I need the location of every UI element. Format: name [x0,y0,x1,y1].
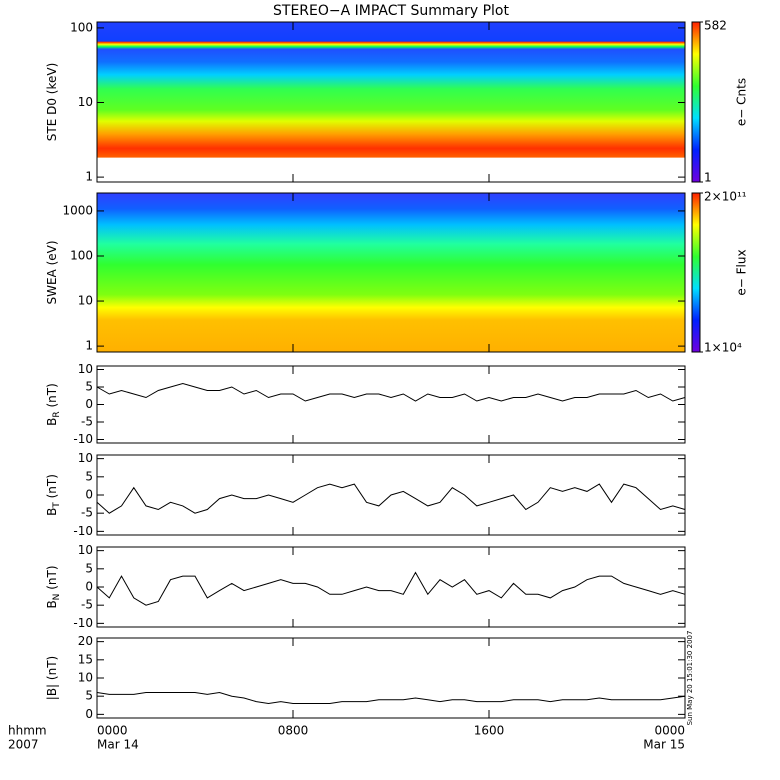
colorbar-tick-label: 1 [704,171,712,185]
colorbar [691,192,701,353]
y-axis-label-main: B [45,508,59,516]
y-axis-label-main: |B| (nT) [45,656,59,700]
y-tick-label: 0 [85,397,93,411]
y-axis-label-sub: T [52,502,62,509]
y-tick-label: 15 [78,652,93,666]
y-axis-label: BN (nT) [45,565,62,608]
y-tick-label: 0 [85,488,93,502]
y-tick-label: 100 [70,248,93,262]
y-tick-label: -10 [73,616,93,630]
date-label: Mar 15 [643,738,685,752]
y-tick-label: 1 [85,339,93,353]
y-axis-label-main: B [45,418,59,426]
y-tick-label: -10 [73,432,93,446]
y-tick-label: 1000 [62,203,93,217]
x-header: 2007 [8,738,39,752]
y-axis-label-main: B [45,600,59,608]
y-axis-label-sub: N [52,594,62,601]
panel-frame [96,637,686,719]
x-header: hhmm [8,724,47,738]
y-axis-label-main: STE D0 (keV) [45,63,59,142]
panel-frame [96,192,686,353]
panel-frame [96,365,686,444]
colorbar-label: e− Flux [735,249,749,295]
y-axis-label-unit: (nT) [45,565,59,593]
y-tick-label: 10 [78,451,93,465]
y-axis-label-unit: (nT) [45,383,59,411]
y-tick-label: 10 [78,294,93,308]
y-tick-label: 0 [85,707,93,721]
y-tick-label: -5 [81,415,93,429]
y-axis-label: SWEA (eV) [45,240,59,304]
y-axis-label-main: SWEA (eV) [45,240,59,304]
y-tick-label: 5 [85,380,93,394]
y-tick-label: 1 [85,170,93,184]
colorbar-tick-label: 1×10⁴ [704,341,742,355]
colorbar [691,21,701,183]
y-tick-label: -5 [81,598,93,612]
y-axis-label: BT (nT) [45,474,62,516]
spectrogram [97,193,685,352]
panel-frame [96,21,686,183]
y-tick-label: 100 [70,20,93,34]
timestamp: Sun May 20 15:01:30 2007 [686,631,694,726]
y-axis-label-unit: (nT) [45,474,59,502]
y-axis-label: STE D0 (keV) [45,63,59,142]
x-tick-label: 0000 [654,724,685,738]
y-tick-label: 5 [85,561,93,575]
y-tick-label: 10 [78,671,93,685]
y-tick-label: 10 [78,362,93,376]
panel-frame [96,546,686,628]
trace [96,382,686,402]
x-tick-label: 1600 [474,724,505,738]
date-label: Mar 14 [97,738,139,752]
y-tick-label: -5 [81,506,93,520]
y-tick-label: -10 [73,524,93,538]
x-tick-label: 0800 [278,724,309,738]
y-tick-label: 5 [85,469,93,483]
y-axis-label-sub: R [52,411,62,417]
y-axis-label: |B| (nT) [45,656,59,700]
y-tick-label: 10 [78,95,93,109]
trace [96,483,686,514]
spectrogram [97,22,685,182]
trace [96,571,686,606]
colorbar-label: e− Cnts [735,78,749,126]
chart-title: STEREO−A IMPACT Summary Plot [273,3,510,19]
colorbar-tick-label: 2×10¹¹ [704,190,747,204]
y-tick-label: 5 [85,689,93,703]
trace [96,691,686,705]
y-axis-label: BR (nT) [45,383,62,426]
x-tick-label: 0000 [97,724,128,738]
y-tick-label: 10 [78,543,93,557]
colorbar-tick-label: 582 [704,19,727,33]
y-tick-label: 0 [85,580,93,594]
y-tick-label: 20 [78,634,93,648]
